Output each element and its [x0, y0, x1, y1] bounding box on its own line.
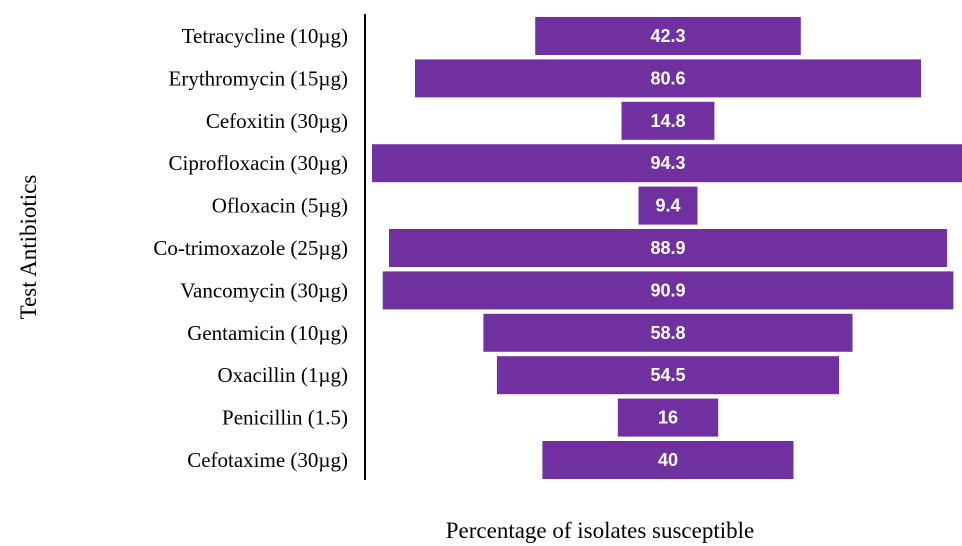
bar-value-label: 54.5	[650, 365, 685, 385]
bar-value-label: 90.9	[650, 280, 685, 300]
category-label: Vancomycin (30µg)	[180, 278, 348, 302]
y-axis-title: Test Antibiotics	[16, 175, 41, 320]
bar	[483, 313, 853, 352]
bars-layer	[372, 17, 962, 479]
bar	[617, 398, 719, 437]
bar	[382, 271, 954, 310]
category-label: Ciprofloxacin (30µg)	[169, 151, 348, 175]
category-label: Cefoxitin (30µg)	[206, 109, 348, 133]
bar	[372, 144, 962, 183]
category-label: Penicillin (1.5)	[222, 406, 348, 430]
bar-value-label: 40	[658, 450, 678, 470]
bar	[638, 186, 698, 225]
category-label: Erythromycin (15µg)	[169, 66, 348, 90]
category-labels-layer: Tetracycline (10µg) Erythromycin (15µg) Ce…	[153, 24, 348, 472]
bar	[542, 441, 794, 479]
bar-value-label: 16	[658, 408, 678, 428]
category-label: Oxacillin (1µg)	[218, 363, 348, 387]
value-labels-layer: 42.3 80.6 14.8 94.3 9.4 88.9 90.9 58.8 54.5 16 40	[650, 26, 685, 470]
x-axis-title: Percentage of isolates susceptible	[446, 518, 754, 543]
bar	[415, 59, 921, 98]
category-label: Co-trimoxazole (25µg)	[153, 236, 348, 260]
bar-value-label: 80.6	[650, 68, 685, 88]
bar	[496, 356, 839, 395]
bar-value-label: 94.3	[650, 153, 685, 173]
bar-value-label: 14.8	[650, 111, 685, 131]
bar-value-label: 58.8	[650, 323, 685, 343]
category-label: Tetracycline (10µg)	[182, 24, 348, 48]
bar-value-label: 9.4	[655, 196, 680, 216]
category-label: Ofloxacin (5µg)	[212, 194, 348, 218]
bar	[389, 229, 948, 267]
bar-value-label: 42.3	[650, 26, 685, 46]
bar	[535, 17, 801, 55]
bar-value-label: 88.9	[650, 238, 685, 258]
category-label: Gentamicin (10µg)	[187, 321, 348, 345]
category-label: Cefotaxime (30µg)	[187, 448, 348, 472]
bar	[621, 101, 715, 140]
